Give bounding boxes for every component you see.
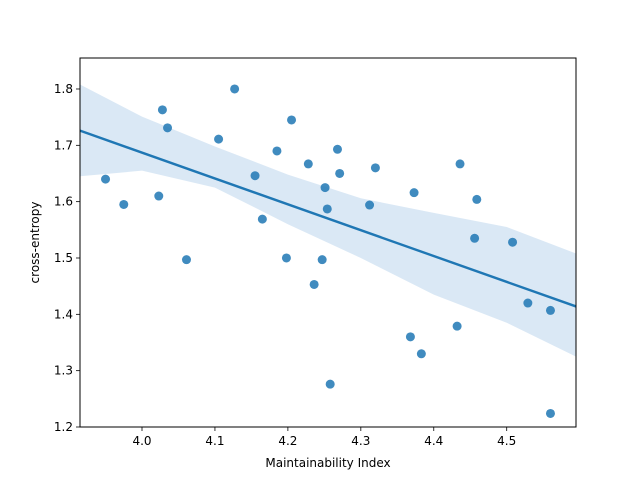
confidence-band-layer <box>80 84 576 357</box>
regression-line-layer <box>79 129 577 308</box>
y-tick-label: 1.4 <box>54 307 73 321</box>
x-axis-label: Maintainability Index <box>265 456 390 470</box>
scatter-point <box>309 279 319 289</box>
scatter-point <box>303 159 313 169</box>
scatter-point <box>101 174 111 184</box>
scatter-point <box>472 194 482 204</box>
scatter-point <box>250 171 260 181</box>
x-tick-label: 4.4 <box>424 434 443 448</box>
scatter-point <box>545 305 555 315</box>
scatter-point <box>154 191 164 201</box>
scatter-point <box>409 188 419 198</box>
x-tick-label: 4.3 <box>351 434 370 448</box>
scatter-point <box>272 146 282 156</box>
scatter-point <box>508 237 518 247</box>
y-tick-label: 1.3 <box>54 364 73 378</box>
scatter-point <box>455 159 465 169</box>
y-tick-label: 1.8 <box>54 82 73 96</box>
x-tick-label: 4.0 <box>132 434 151 448</box>
scatter-point <box>163 123 173 133</box>
scatter-point <box>523 298 533 308</box>
y-tick-label: 1.6 <box>54 195 73 209</box>
y-axis-label: cross-entropy <box>28 202 42 284</box>
scatter-point <box>370 163 380 173</box>
scatter-point <box>545 408 555 418</box>
scatter-point <box>452 321 462 331</box>
y-tick-label: 1.2 <box>54 420 73 434</box>
x-tick-label: 4.1 <box>205 434 224 448</box>
scatter-point <box>287 115 297 125</box>
scatter-point <box>157 105 167 115</box>
plot-area-frame <box>79 57 577 428</box>
scatter-point <box>470 233 480 243</box>
x-tick-label: 4.2 <box>278 434 297 448</box>
scatter-point <box>119 199 129 209</box>
scatter-point <box>322 204 332 214</box>
scatter-point <box>181 255 191 265</box>
scatter-points-layer <box>101 84 555 418</box>
scatter-point <box>365 200 375 210</box>
scatter-point <box>416 349 426 359</box>
y-tick-label: 1.7 <box>54 138 73 152</box>
scatter-point <box>320 183 330 193</box>
scatter-point <box>317 255 327 265</box>
scatter-point <box>230 84 240 94</box>
y-tick-label: 1.5 <box>54 251 73 265</box>
regression-line <box>79 129 577 308</box>
scatter-point <box>214 134 224 144</box>
x-axis-ticks: 4.0 4.1 4.2 4.3 4.4 4.5 <box>132 427 516 448</box>
x-tick-label: 4.5 <box>497 434 516 448</box>
scatter-point <box>257 214 267 224</box>
scatter-point <box>332 144 342 154</box>
confidence-band <box>80 84 576 357</box>
scatter-point <box>281 253 291 263</box>
y-axis-ticks: 1.2 1.3 1.4 1.5 1.6 1.7 1.8 <box>54 82 80 434</box>
scatter-point <box>335 168 345 178</box>
scatter-point <box>325 379 335 389</box>
scatter-point <box>405 332 415 342</box>
